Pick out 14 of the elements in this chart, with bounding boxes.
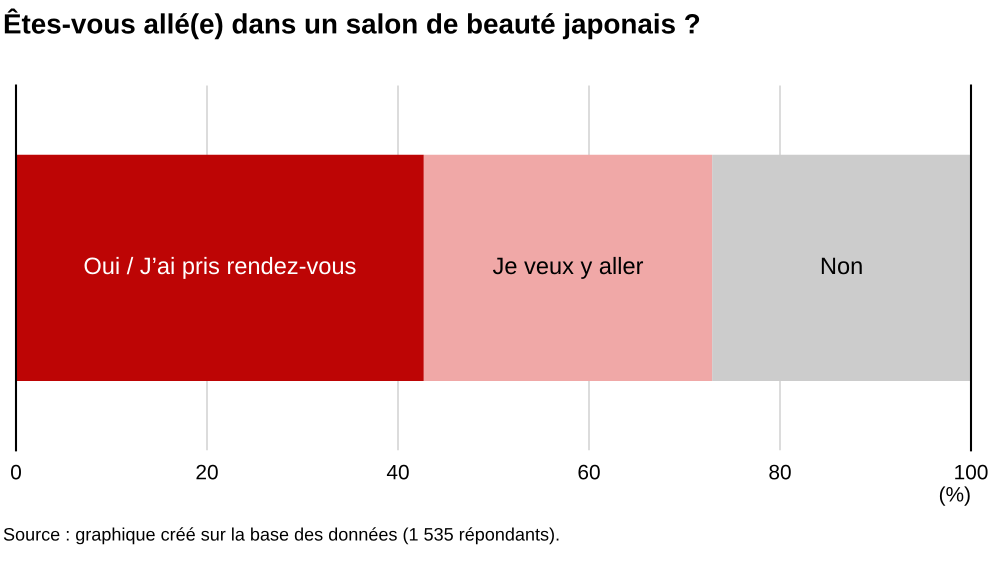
bar bbox=[424, 154, 712, 381]
x-tick-label: 0 bbox=[11, 464, 21, 480]
x-tick-label: 40 bbox=[386, 464, 409, 480]
chart-title: Êtes-vous allé(e) dans un salon de beauté japonais ? bbox=[4, 8, 700, 40]
source-note: Source : graphique créé sur la base des données (1 535 répondants). bbox=[4, 527, 558, 544]
bar bbox=[16, 154, 424, 381]
series-label: Non bbox=[822, 258, 862, 274]
x-axis-title: (%) bbox=[940, 486, 970, 506]
x-tick-label: 80 bbox=[769, 464, 791, 480]
series-label: Oui / J’ai pris rendez-vous bbox=[84, 256, 356, 279]
series-label: Je veux y aller bbox=[492, 256, 644, 279]
x-tick-label: 20 bbox=[196, 464, 218, 480]
x-tick-label: 60 bbox=[578, 464, 600, 480]
x-tick-label: 100 bbox=[955, 464, 988, 480]
